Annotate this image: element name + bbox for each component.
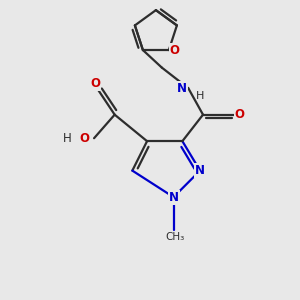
Text: O: O [235, 108, 245, 121]
Text: H: H [63, 132, 72, 145]
Text: N: N [177, 82, 187, 95]
Text: O: O [80, 132, 90, 145]
Text: N: N [195, 164, 205, 177]
Text: O: O [170, 44, 180, 57]
Text: N: N [169, 190, 178, 204]
Text: H: H [196, 91, 204, 100]
Text: O: O [91, 77, 100, 90]
Text: CH₃: CH₃ [165, 232, 185, 242]
